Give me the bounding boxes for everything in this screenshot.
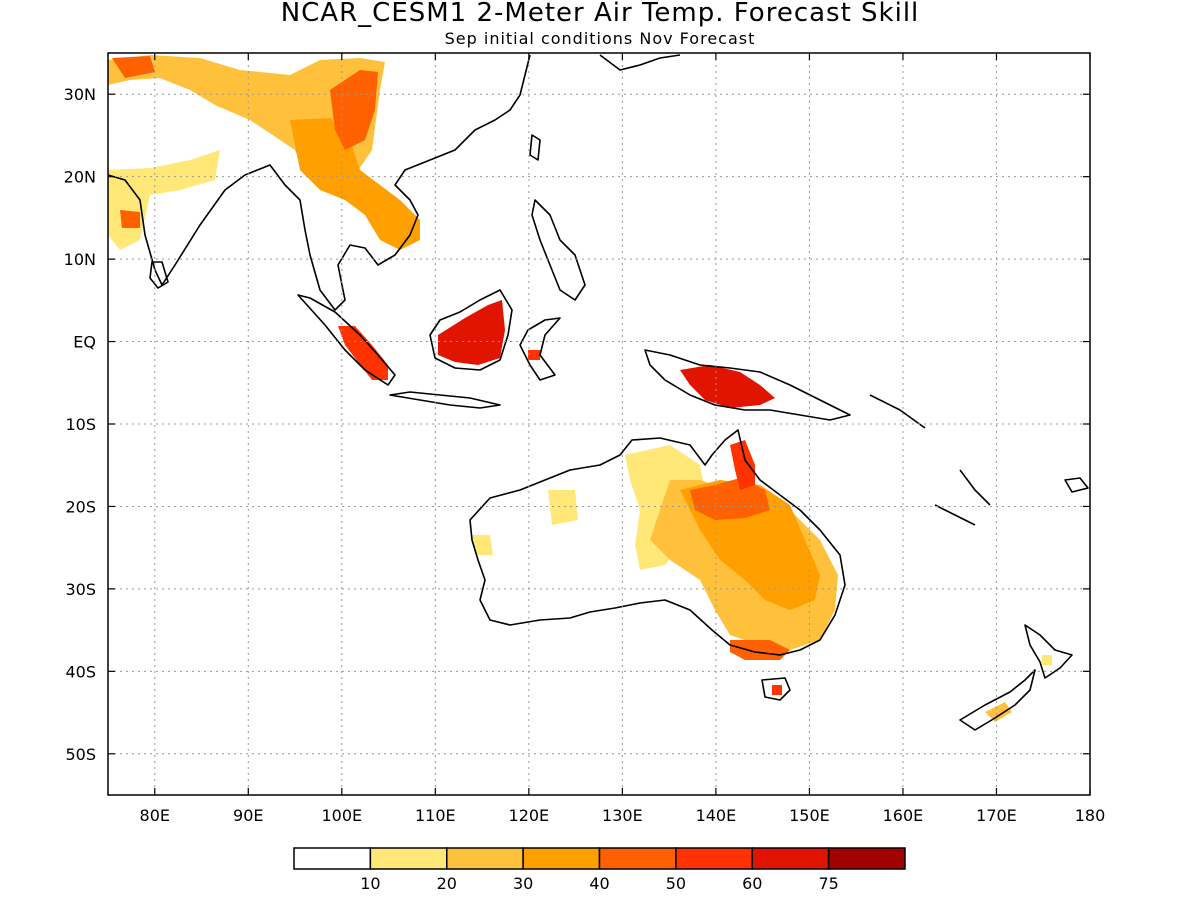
lat-tick-label: 40S [65, 662, 96, 681]
lon-tick-label: 110E [415, 806, 456, 825]
lon-tick-label: 180 [1075, 806, 1106, 825]
colorbar-swatch [827, 847, 906, 870]
axis-ticks [108, 53, 1091, 795]
lat-tick-label: 30N [64, 85, 96, 104]
colorbar-swatch [598, 847, 677, 870]
coastline-fiji [1064, 477, 1089, 493]
lon-tick-label: 120E [509, 806, 550, 825]
lat-tick-label: 10N [64, 250, 96, 269]
coastline-solomons [869, 394, 926, 429]
latitude-labels: 30N 20N 10N EQ 10S 20S 30S 40S 50S [64, 85, 96, 764]
lon-tick-label: 150E [789, 806, 830, 825]
colorbar-swatch [446, 847, 524, 870]
lon-tick-label: 170E [976, 806, 1017, 825]
skill-region-sulawesi-patch [528, 350, 540, 360]
lat-tick-label: 30S [65, 580, 96, 599]
lon-tick-label: 160E [883, 806, 924, 825]
skill-region-tasmania [772, 685, 782, 695]
map-title: NCAR_CESM1 2-Meter Air Temp. Forecast Sk… [280, 0, 920, 28]
skill-region-india-west [108, 150, 220, 250]
coastline-new-zealand-north [1024, 624, 1073, 679]
lon-tick-label: 80E [140, 806, 170, 825]
coastline-japan [599, 54, 681, 71]
coastline-sri-lanka [149, 261, 169, 289]
skill-region-new-guinea [680, 365, 775, 408]
coastline-sulawesi [519, 317, 561, 381]
skill-region-queensland [690, 478, 770, 520]
lon-tick-label: 140E [696, 806, 737, 825]
colorbar-label: 20 [437, 874, 457, 893]
coastline-vanuatu [959, 469, 991, 506]
coastline-new-caledonia [934, 504, 976, 526]
colorbar: 10 20 30 40 50 60 75 [293, 847, 906, 893]
skill-region-himalaya-west [112, 56, 155, 78]
colorbar-swatch [522, 847, 601, 870]
skill-region-west-australia [548, 490, 578, 525]
colorbar-label: 75 [818, 874, 838, 893]
coastline-tasmania [761, 677, 791, 701]
lat-tick-label: 10S [65, 415, 96, 434]
coastline-taiwan [529, 134, 541, 161]
skill-shading [108, 55, 1052, 722]
skill-region-indochina [290, 118, 420, 250]
lat-tick-label: 50S [65, 745, 96, 764]
skill-region-sumatra [338, 326, 388, 380]
colorbar-swatch [369, 847, 448, 870]
colorbar-label: 40 [589, 874, 609, 893]
colorbar-label: 10 [360, 874, 380, 893]
skill-region-india-patch [120, 210, 140, 228]
coastlines [108, 54, 1089, 731]
coastline-sumatra [297, 294, 396, 386]
skill-region-borneo [438, 300, 505, 365]
colorbar-label: 50 [666, 874, 686, 893]
colorbar-label: 60 [742, 874, 762, 893]
skill-region-new-zealand [985, 702, 1012, 722]
coastline-java [389, 391, 501, 409]
colorbar-swatch [751, 847, 830, 870]
coastline-philippines [531, 199, 586, 301]
coastline-new-zealand-south [959, 669, 1036, 731]
skill-region-queensland-hot [730, 440, 755, 490]
gridlines [108, 53, 1090, 795]
lat-tick-label: EQ [73, 333, 96, 352]
skill-region-new-zealand-north [1042, 655, 1052, 665]
coastline-australia [469, 429, 846, 656]
colorbar-label: 30 [513, 874, 533, 893]
lon-tick-label: 100E [321, 806, 362, 825]
lat-tick-label: 20S [65, 497, 96, 516]
longitude-labels: 80E 90E 100E 110E 120E 130E 140E 150E 160E 170E 18… [140, 806, 1106, 825]
coastline-new-guinea [644, 349, 851, 421]
lon-tick-label: 90E [233, 806, 263, 825]
coastline-borneo [429, 289, 513, 371]
lat-tick-label: 20N [64, 168, 96, 187]
skill-region-west-coast [472, 535, 493, 555]
colorbar-swatch [675, 847, 753, 870]
lon-tick-label: 130E [602, 806, 643, 825]
colorbar-swatch [293, 847, 372, 870]
map-subtitle: Sep initial conditions Nov Forecast [444, 29, 756, 48]
